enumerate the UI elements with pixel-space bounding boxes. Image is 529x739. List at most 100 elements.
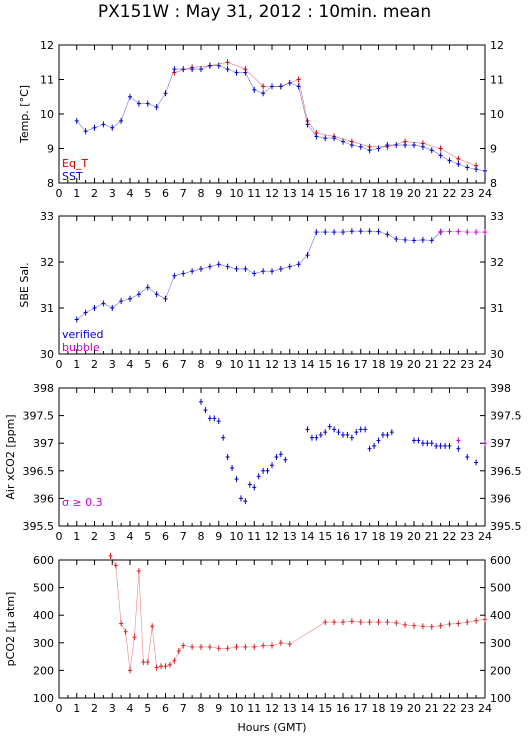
x-tick-label: 22 — [443, 187, 457, 200]
data-point — [247, 481, 252, 488]
x-tick-label: 10 — [230, 702, 244, 715]
x-tick-label: 0 — [56, 530, 63, 543]
data-point — [221, 434, 226, 441]
x-tick-label: 2 — [91, 358, 98, 371]
x-tick-label: 23 — [460, 358, 474, 371]
x-tick-label: 0 — [56, 187, 63, 200]
x-tick-label: 1 — [73, 702, 80, 715]
y-tick-label: 600 — [33, 554, 54, 567]
x-tick-label: 2 — [91, 702, 98, 715]
x-tick-label: 5 — [144, 358, 151, 371]
data-point — [345, 431, 350, 438]
data-point — [230, 465, 235, 472]
x-tick-label: 5 — [144, 187, 151, 200]
data-point — [372, 442, 377, 449]
x-tick-label: 9 — [215, 358, 222, 371]
x-tick-label: 7 — [180, 187, 187, 200]
panel-1: 0 1 2 3 4 5 6 7 8 9 10 11 12 13 14 15 16 17 18 19 20 21 22 23 24… — [18, 39, 504, 200]
data-point — [354, 429, 359, 436]
data-point — [238, 495, 243, 502]
x-tick-label: 14 — [301, 702, 315, 715]
x-tick-label: 1 — [73, 187, 80, 200]
data-point — [465, 454, 470, 460]
y-tick-label: 12 — [40, 39, 54, 52]
x-tick-label: 4 — [127, 187, 134, 200]
data-point — [341, 431, 345, 438]
x-tick-label: 3 — [109, 358, 116, 371]
x-tick-label: 8 — [198, 358, 205, 371]
data-point — [283, 456, 288, 463]
x-tick-label: 17 — [354, 187, 368, 200]
x-tick-label: 15 — [318, 702, 332, 715]
series-line — [440, 231, 485, 233]
data-point — [323, 429, 328, 436]
x-tick-label: 1 — [73, 530, 80, 543]
data-point — [389, 429, 394, 436]
x-tick-label: 23 — [460, 530, 474, 543]
x-tick-label: 3 — [109, 530, 116, 543]
x-tick-label: 16 — [336, 702, 350, 715]
y-tick-label: 398 — [33, 382, 54, 395]
y-tick-label-right: 11 — [490, 74, 504, 87]
data-point — [385, 431, 390, 438]
data-point — [443, 442, 448, 449]
y-tick-label-right: 400 — [490, 609, 511, 622]
plot-frame — [58, 387, 486, 527]
data-point — [265, 467, 270, 474]
x-tick-label: 11 — [247, 187, 261, 200]
data-point — [225, 454, 230, 460]
x-tick-label: 14 — [301, 187, 315, 200]
y-tick-label-right: 9 — [490, 143, 497, 156]
data-point — [108, 552, 113, 559]
data-point — [429, 440, 434, 447]
data-point — [261, 467, 266, 474]
x-tick-label: 9 — [215, 187, 222, 200]
y-tick-label-right: 397.5 — [490, 410, 522, 423]
y-tick-label: 11 — [40, 74, 54, 87]
y-tick-label: 31 — [40, 302, 54, 315]
x-tick-label: 14 — [301, 358, 315, 371]
y-tick-label-right: 396.5 — [490, 465, 522, 478]
y-axis-label: pCO2 [μ atm] — [4, 592, 17, 667]
x-tick-label: 7 — [180, 530, 187, 543]
data-point — [314, 434, 319, 441]
x-tick-label: 4 — [127, 530, 134, 543]
data-point — [349, 434, 354, 441]
x-tick-label: 12 — [265, 530, 279, 543]
y-tick-label-right: 398 — [490, 382, 511, 395]
y-axis-label: Air xCO2 [ppm] — [4, 414, 17, 499]
x-tick-label: 19 — [389, 530, 403, 543]
data-point — [332, 426, 337, 433]
x-tick-label: 8 — [198, 187, 205, 200]
data-point — [309, 434, 314, 441]
x-tick-label: 24 — [478, 702, 492, 715]
x-tick-label: 21 — [425, 187, 439, 200]
data-point — [447, 442, 452, 449]
data-point — [425, 440, 430, 447]
x-tick-label: 24 — [478, 530, 492, 543]
data-point — [199, 398, 203, 405]
x-tick-label: 15 — [318, 187, 332, 200]
x-tick-label: 7 — [180, 358, 187, 371]
data-point — [456, 437, 461, 444]
x-tick-label: 21 — [425, 358, 439, 371]
y-tick-label-right: 30 — [490, 348, 504, 361]
x-tick-label: 20 — [407, 358, 421, 371]
plot-frame — [58, 44, 486, 184]
x-tick-label: 16 — [336, 187, 350, 200]
data-point — [420, 440, 425, 447]
x-tick-label: 10 — [230, 187, 244, 200]
y-tick-label: 397.5 — [23, 410, 55, 423]
y-tick-label-right: 396 — [490, 492, 511, 505]
x-axis-label: Hours (GMT) — [237, 721, 306, 734]
y-tick-label-right: 10 — [490, 108, 504, 121]
data-point — [74, 316, 79, 323]
data-point — [234, 476, 239, 483]
legend-entry: Eq_T — [62, 157, 88, 170]
x-tick-label: 22 — [443, 530, 457, 543]
x-tick-label: 18 — [372, 358, 386, 371]
x-tick-label: 23 — [460, 187, 474, 200]
data-point — [358, 426, 363, 433]
data-point — [456, 445, 461, 452]
